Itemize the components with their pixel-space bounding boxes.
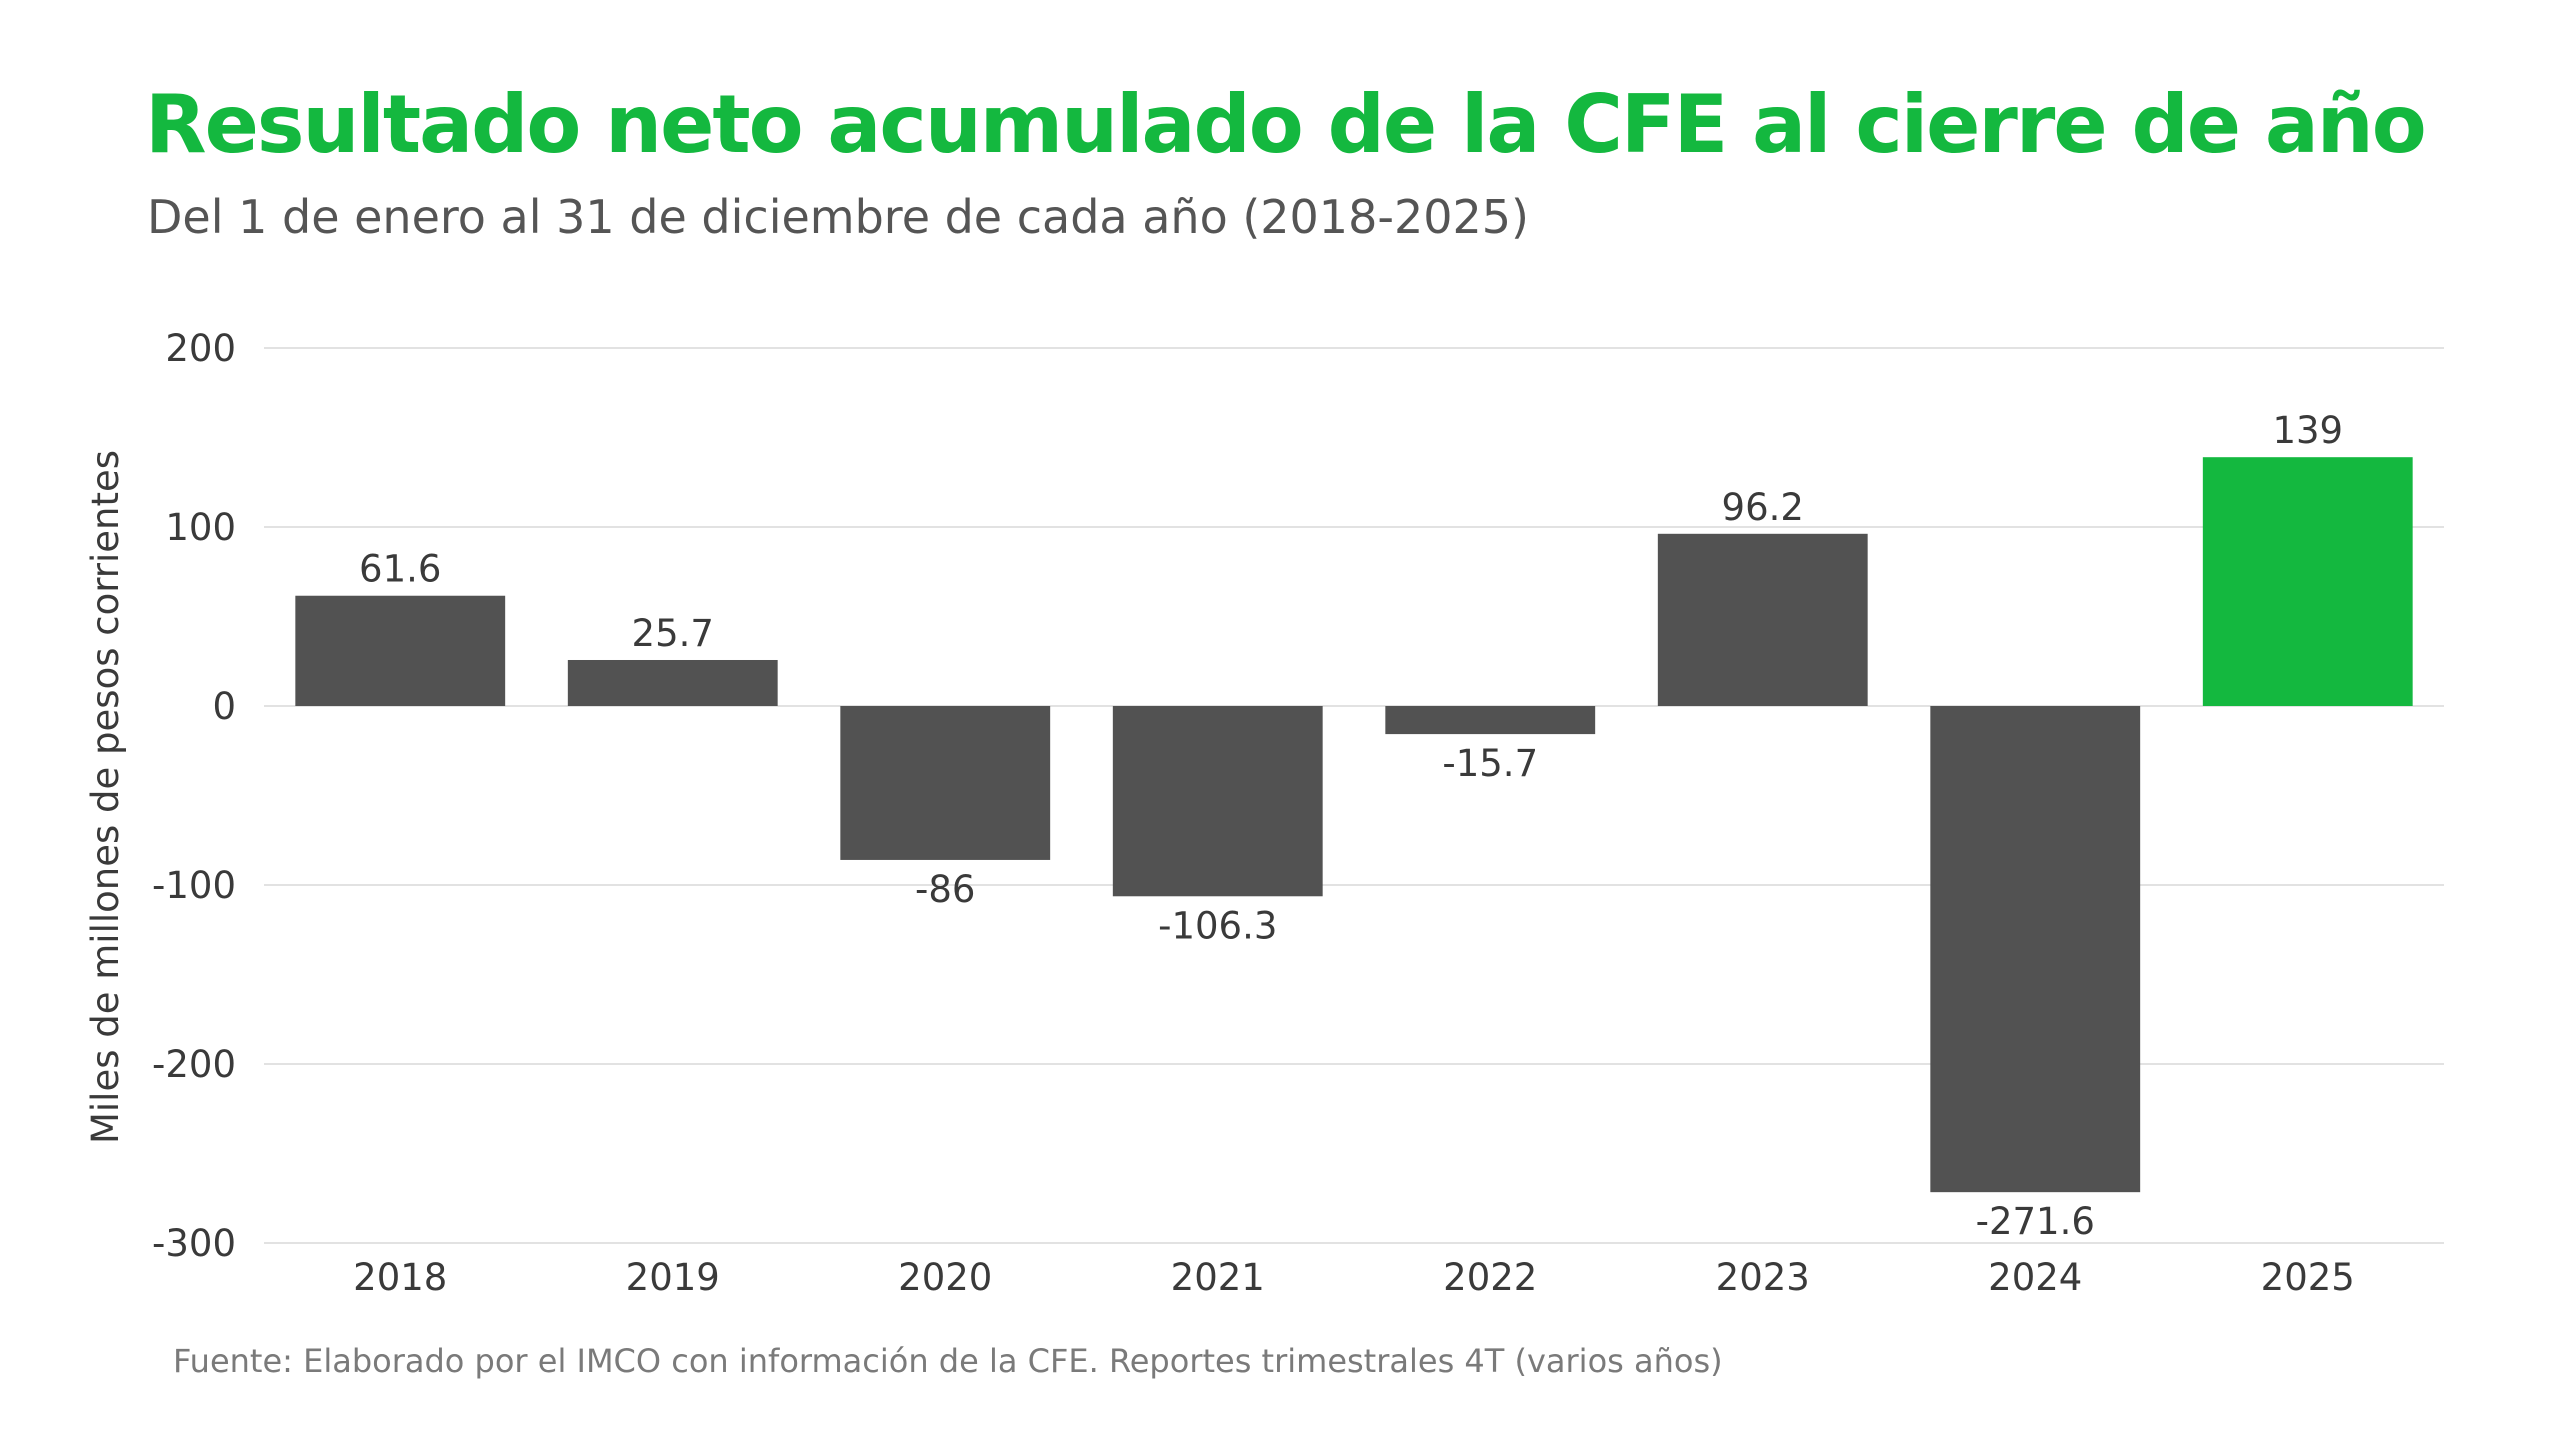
- data-label-2018: 61.6: [359, 548, 441, 591]
- data-label-2021: -106.3: [1158, 904, 1277, 947]
- y-tick-label: -300: [152, 1222, 236, 1265]
- bar-2023: [1657, 533, 1868, 706]
- x-tick-label-2022: 2022: [1443, 1256, 1537, 1299]
- x-tick-label-2023: 2023: [1716, 1256, 1810, 1299]
- bar-2020: [840, 706, 1051, 860]
- x-tick-label-2024: 2024: [1988, 1256, 2082, 1299]
- x-tick-label-2018: 2018: [353, 1256, 447, 1299]
- bar-2025: [2202, 457, 2413, 706]
- y-axis-ticks: 200 100 0 -100 -200 -300: [152, 327, 236, 1265]
- data-label-2020: -86: [915, 868, 975, 911]
- data-label-2019: 25.7: [632, 612, 714, 655]
- data-label-2022: -15.7: [1442, 742, 1538, 785]
- x-axis-ticks: 2018 2019 2020 2021 2022 2023 2024 2025: [353, 1256, 2355, 1299]
- data-label-2024: -271.6: [1976, 1200, 2095, 1243]
- y-tick-label: 100: [165, 506, 236, 549]
- x-tick-label-2019: 2019: [626, 1256, 720, 1299]
- x-tick-label-2020: 2020: [898, 1256, 992, 1299]
- data-label-2023: 96.2: [1722, 486, 1804, 529]
- x-tick-label-2021: 2021: [1171, 1256, 1265, 1299]
- bar-2022: [1385, 706, 1596, 735]
- y-tick-label: 0: [212, 685, 236, 728]
- bar-2024: [1930, 706, 2141, 1193]
- bar-2018: [295, 595, 506, 706]
- y-tick-label: 200: [165, 327, 236, 370]
- data-label-2025: 139: [2272, 409, 2343, 452]
- x-tick-label-2025: 2025: [2261, 1256, 2355, 1299]
- chart-title: Resultado neto acumulado de la CFE al ci…: [145, 78, 2427, 171]
- bar-2019: [567, 659, 778, 706]
- chart-subtitle: Del 1 de enero al 31 de diciembre de cad…: [147, 190, 1529, 244]
- bars: [295, 457, 2413, 1193]
- y-tick-label: -100: [152, 864, 236, 907]
- source-note: Fuente: Elaborado por el IMCO con inform…: [173, 1342, 1723, 1380]
- y-axis-label: Miles de millones de pesos corrientes: [84, 450, 127, 1144]
- y-tick-label: -200: [152, 1043, 236, 1086]
- bar-2021: [1112, 706, 1323, 897]
- data-labels: 61.6 25.7 -86 -106.3 -15.7 96.2 -271.6 139: [359, 409, 2343, 1243]
